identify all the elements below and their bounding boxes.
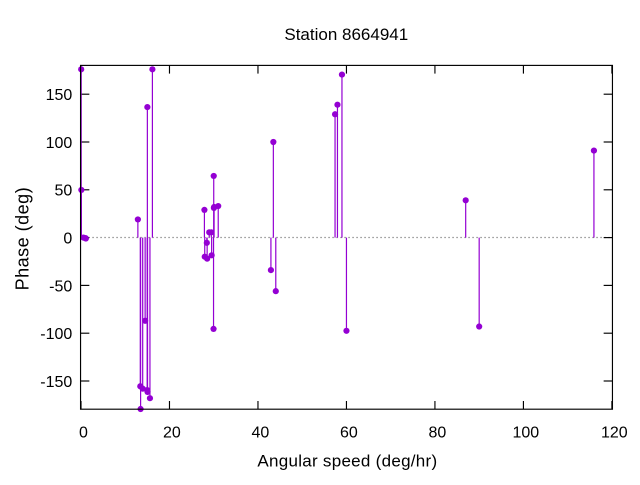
svg-text:60: 60 bbox=[340, 424, 358, 441]
svg-text:40: 40 bbox=[251, 424, 269, 441]
svg-text:150: 150 bbox=[46, 87, 73, 104]
svg-text:-50: -50 bbox=[49, 278, 72, 295]
svg-text:50: 50 bbox=[55, 183, 73, 200]
svg-text:Phase (deg): Phase (deg) bbox=[12, 187, 32, 291]
svg-text:100: 100 bbox=[46, 135, 73, 152]
svg-text:Station 8664941: Station 8664941 bbox=[284, 25, 408, 44]
svg-text:80: 80 bbox=[428, 424, 446, 441]
svg-text:-150: -150 bbox=[40, 374, 72, 391]
svg-text:100: 100 bbox=[512, 424, 539, 441]
svg-text:20: 20 bbox=[163, 424, 181, 441]
svg-text:-100: -100 bbox=[40, 326, 72, 343]
svg-text:0: 0 bbox=[63, 231, 72, 248]
svg-text:Angular speed (deg/hr): Angular speed (deg/hr) bbox=[257, 451, 437, 470]
svg-text:120: 120 bbox=[601, 424, 628, 441]
svg-text:0: 0 bbox=[79, 424, 88, 441]
